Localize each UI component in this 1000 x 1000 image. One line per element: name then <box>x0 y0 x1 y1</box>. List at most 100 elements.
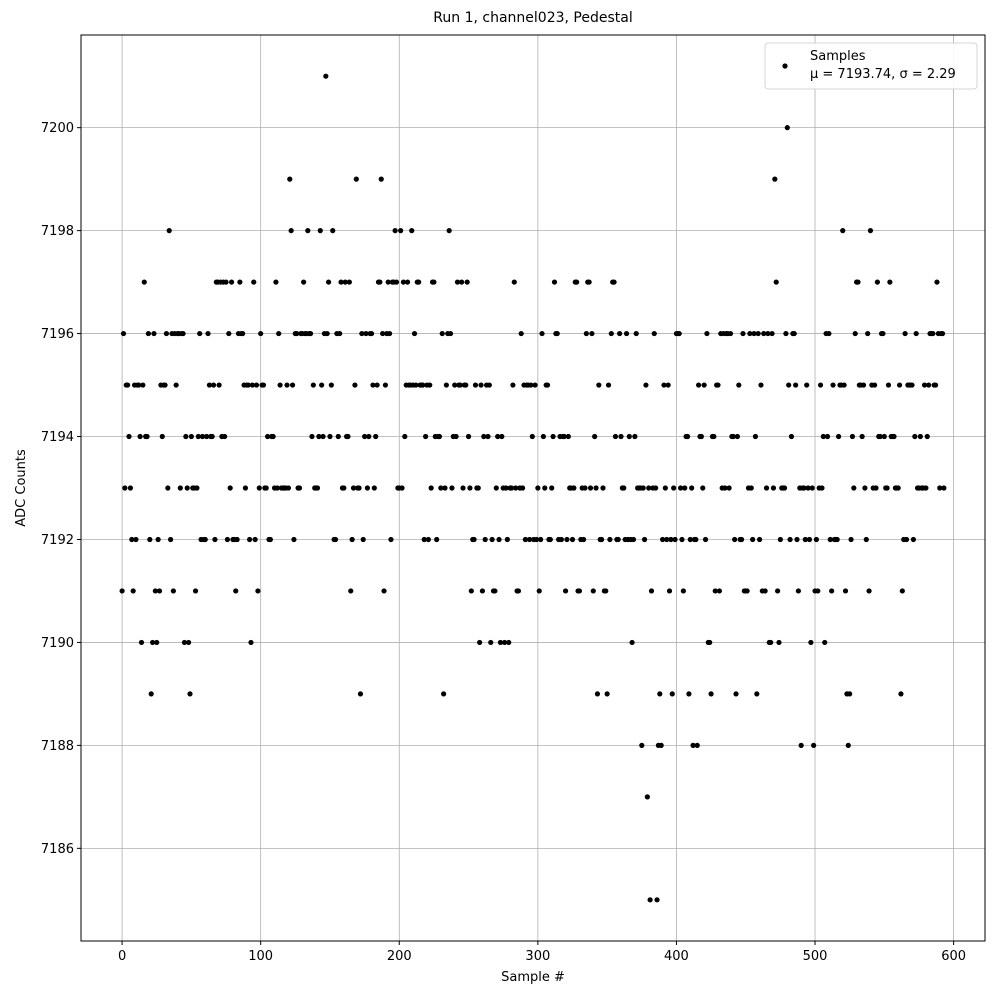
sample-point <box>694 742 700 748</box>
sample-point <box>571 485 577 491</box>
sample-point <box>199 433 206 440</box>
sample-point <box>798 742 804 748</box>
sample-point <box>593 485 599 491</box>
sample-point <box>666 588 673 594</box>
sample-point <box>592 433 598 440</box>
sample-point <box>811 742 817 748</box>
sample-point <box>346 279 352 285</box>
sample-point <box>460 485 466 491</box>
sample-point <box>891 433 897 440</box>
sample-point <box>794 536 800 543</box>
sample-point <box>599 536 605 543</box>
sample-point <box>439 330 445 337</box>
sample-point <box>489 536 495 543</box>
sample-point <box>668 536 674 543</box>
sample-point <box>827 536 833 543</box>
sample-point <box>761 330 767 337</box>
sample-point <box>222 433 228 440</box>
sample-point <box>478 382 484 388</box>
sample-point <box>565 433 571 440</box>
sample-point <box>345 433 351 440</box>
sample-point <box>603 588 609 594</box>
sample-point <box>192 588 199 594</box>
sample-point <box>805 485 811 491</box>
legend-marker <box>782 63 788 69</box>
sample-point <box>228 279 235 285</box>
sample-point <box>884 485 890 491</box>
sample-point <box>815 588 821 594</box>
sample-point <box>855 279 861 285</box>
sample-point <box>852 330 858 337</box>
sample-point <box>804 382 810 388</box>
sample-point <box>615 536 621 543</box>
x-tick-label: 500 <box>803 949 828 964</box>
sample-point <box>747 330 753 337</box>
sample-point <box>594 691 601 697</box>
sample-point <box>319 382 325 388</box>
sample-point <box>544 382 551 388</box>
sample-point <box>267 536 273 543</box>
sample-point <box>184 485 190 491</box>
sample-point <box>350 485 357 491</box>
sample-point <box>781 485 788 491</box>
sample-point <box>223 279 229 285</box>
sample-point <box>504 536 510 543</box>
sample-point <box>937 485 943 491</box>
sample-point <box>748 485 754 491</box>
sample-point <box>903 536 910 543</box>
sample-point <box>486 382 492 388</box>
sample-point <box>669 691 675 697</box>
sample-point <box>834 536 840 543</box>
sample-point <box>378 176 384 182</box>
sample-point <box>618 433 624 440</box>
sample-point <box>216 382 222 388</box>
x-tick-label: 100 <box>248 949 273 964</box>
sample-point <box>830 382 836 388</box>
sample-point <box>646 485 652 491</box>
sample-point <box>497 639 504 646</box>
sample-point <box>874 279 880 285</box>
y-tick-label: 7194 <box>41 430 74 445</box>
sample-point <box>400 279 407 285</box>
sample-point <box>754 691 760 697</box>
sample-point <box>536 588 542 594</box>
sample-point <box>186 639 192 646</box>
legend-note: μ = 7193.74, σ = 2.29 <box>810 67 956 82</box>
sample-point <box>301 279 307 285</box>
sample-point <box>352 382 358 388</box>
sample-point <box>436 433 443 440</box>
sample-point <box>887 279 893 285</box>
sample-point <box>866 588 872 594</box>
sample-point <box>332 536 339 543</box>
sample-point <box>808 639 814 646</box>
y-tick-label: 7196 <box>41 327 74 342</box>
sample-point <box>752 433 759 440</box>
sample-point <box>377 279 383 285</box>
sample-point <box>765 330 771 337</box>
sample-point <box>492 588 498 594</box>
sample-point <box>305 228 311 234</box>
sample-point <box>463 382 469 388</box>
sample-point <box>138 639 145 646</box>
sample-point <box>202 536 208 543</box>
sample-point <box>388 536 394 543</box>
sample-point <box>849 433 856 440</box>
sample-point <box>291 536 297 543</box>
sample-point <box>738 536 745 543</box>
sample-point <box>285 485 291 491</box>
sample-point <box>294 330 300 337</box>
sample-point <box>860 382 867 388</box>
sample-point <box>454 279 461 285</box>
sample-point <box>511 279 517 285</box>
sample-point <box>246 536 253 543</box>
sample-point <box>495 433 501 440</box>
sample-point <box>921 382 928 388</box>
sample-point <box>845 742 851 748</box>
sample-point <box>712 588 718 594</box>
sample-point <box>659 536 666 543</box>
sample-point <box>817 382 824 388</box>
sample-point <box>751 330 757 337</box>
sample-point <box>314 485 321 491</box>
sample-point <box>204 433 210 440</box>
sample-point <box>623 330 630 337</box>
